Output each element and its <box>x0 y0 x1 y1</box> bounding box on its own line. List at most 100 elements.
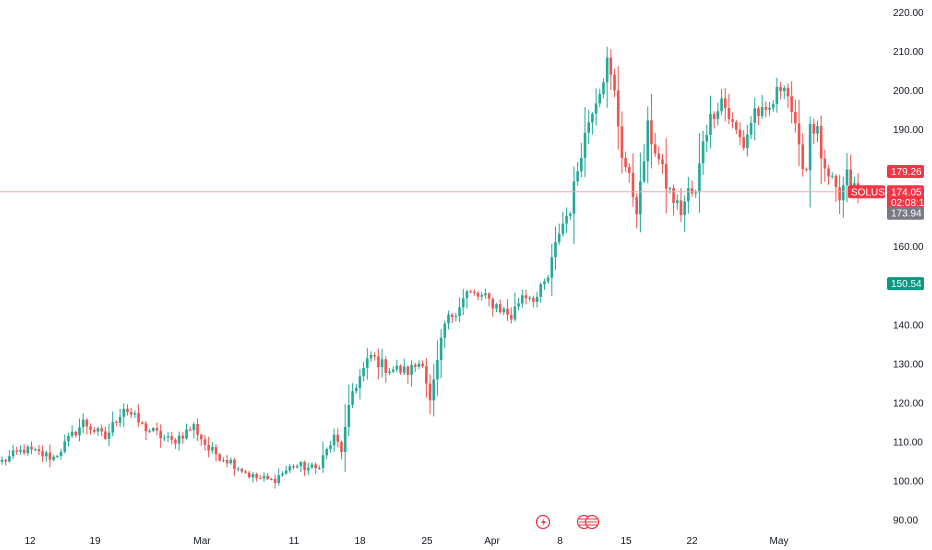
candle <box>196 418 199 442</box>
candle <box>790 81 793 124</box>
candle-body <box>303 462 306 471</box>
time-axis[interactable]: 12 19 Mar 11 18 25 Apr 8 15 22 May <box>24 536 788 547</box>
candle-body <box>251 474 255 478</box>
y-tick-label: 100.00 <box>893 476 924 487</box>
candle <box>277 468 281 486</box>
candle-body <box>642 161 646 182</box>
y-tick-label: 130.00 <box>893 359 924 370</box>
candle <box>587 109 591 145</box>
candle-body <box>849 169 852 186</box>
candle <box>325 447 329 460</box>
candle-body <box>631 172 635 198</box>
candle <box>170 431 174 445</box>
price-axis[interactable]: 90.00100.00110.00120.00130.00140.00150.0… <box>893 8 924 527</box>
candle <box>225 454 229 468</box>
candle-body <box>613 74 616 91</box>
candle <box>554 226 557 270</box>
candle-body <box>107 432 111 439</box>
candle <box>421 360 424 369</box>
candle <box>366 348 369 380</box>
candle <box>410 360 413 387</box>
candle <box>332 428 336 452</box>
candle <box>262 472 266 482</box>
candle <box>22 444 26 456</box>
candle-body <box>166 436 170 438</box>
candle <box>473 289 476 296</box>
candle-body <box>262 475 266 479</box>
candle-body <box>716 111 720 119</box>
candle-body <box>461 298 465 308</box>
candle <box>63 434 67 454</box>
candle-body <box>347 404 351 427</box>
candle-body <box>546 277 550 282</box>
candle <box>115 420 118 427</box>
candle-body <box>336 434 340 442</box>
candle-body <box>133 413 137 415</box>
candle-body <box>657 153 661 160</box>
candle-body <box>0 459 4 462</box>
candle <box>399 364 402 375</box>
candle <box>259 475 262 480</box>
candle-body <box>698 163 701 193</box>
candle-body <box>395 365 399 370</box>
candle <box>122 403 126 428</box>
candle-body <box>830 175 834 177</box>
candle <box>757 106 760 126</box>
candle-body <box>4 459 7 462</box>
candle-body <box>59 451 63 456</box>
candle-body <box>52 456 55 460</box>
candle <box>532 295 535 308</box>
candle-body <box>255 474 258 479</box>
candle-body <box>137 413 140 423</box>
candle <box>458 297 461 323</box>
candle-body <box>572 181 576 214</box>
candle-body <box>757 108 760 117</box>
candle <box>432 363 436 417</box>
candle <box>591 112 594 135</box>
candle <box>281 471 284 477</box>
y-tick-label: 90.00 <box>893 516 918 527</box>
candle <box>384 356 388 383</box>
candle <box>580 142 583 178</box>
candle <box>495 302 498 313</box>
candle-body <box>321 455 325 468</box>
candle <box>812 118 816 145</box>
candle-body <box>19 449 22 452</box>
candle <box>329 440 332 453</box>
candle <box>30 441 33 455</box>
candle <box>89 423 92 435</box>
candle-body <box>425 366 428 384</box>
candle <box>609 49 613 90</box>
candle-body <box>384 359 388 373</box>
candle-body <box>126 408 129 413</box>
candle-body <box>421 363 424 367</box>
symbol-label: SOLUSD <box>851 187 892 198</box>
x-tick-label: 15 <box>620 536 632 547</box>
candle <box>816 120 819 143</box>
dividend-event-icon[interactable] <box>535 514 551 530</box>
candle-body <box>340 441 343 453</box>
candle-body <box>450 314 454 318</box>
candle <box>67 432 70 447</box>
economic-event-icon[interactable] <box>576 514 600 530</box>
candle <box>602 78 605 99</box>
event-icons[interactable] <box>535 514 600 530</box>
candle-body <box>565 215 568 224</box>
candle-body <box>380 359 384 368</box>
candle-body <box>259 478 262 480</box>
candle <box>192 421 196 439</box>
candle-body <box>520 295 524 304</box>
candle-body <box>690 188 694 194</box>
candle-body <box>299 462 303 467</box>
candle-body <box>74 431 78 436</box>
candle <box>247 470 251 479</box>
candle <box>177 431 181 451</box>
stop-loss-badge-text: 179.26 <box>891 167 922 178</box>
candle <box>746 124 749 157</box>
candle-body <box>354 387 358 392</box>
candle-body <box>675 200 679 204</box>
candle <box>509 307 513 324</box>
candle-body <box>712 114 716 119</box>
candle <box>41 445 44 462</box>
